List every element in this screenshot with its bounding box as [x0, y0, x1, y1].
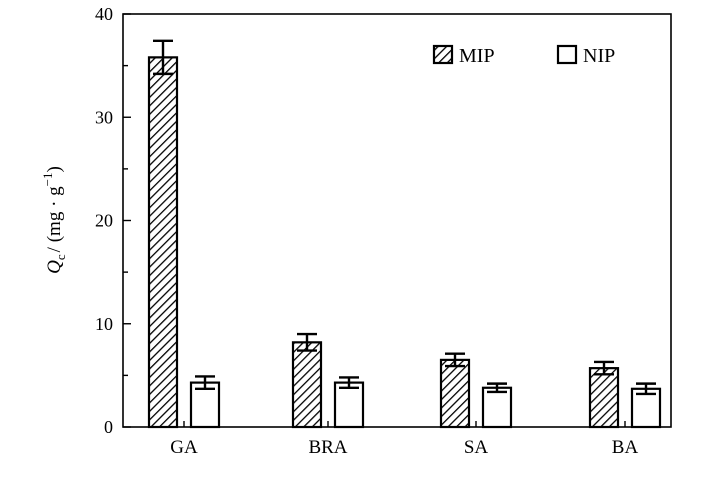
category-label-ba: BA [612, 437, 639, 458]
bar-nip-sa [481, 386, 513, 429]
x-axis-labels: GA BRA SA BA [170, 421, 638, 458]
error-bar-nip-ga [195, 375, 215, 390]
y-axis-label-symbol: Q [44, 260, 65, 274]
bar-mip-ba [588, 367, 620, 429]
y-tick-label: 20 [95, 211, 113, 231]
bar-nip-bra [333, 381, 365, 429]
error-bar-mip-ba [594, 360, 614, 376]
y-axis-label-subscript: c [53, 254, 68, 260]
bar-mip-sa [439, 358, 471, 429]
y-tick-label: 0 [104, 417, 113, 437]
y-tick-label: 30 [95, 107, 113, 127]
bar-mip-bra [291, 341, 323, 429]
y-axis: 0 10 20 30 40 [95, 4, 131, 437]
category-label-ga: GA [170, 437, 198, 458]
legend: MIP NIP [432, 44, 615, 67]
legend-label-nip: NIP [583, 45, 615, 67]
legend-swatch-nip [556, 44, 578, 65]
error-bar-nip-ba [636, 382, 656, 396]
legend-swatch-mip [432, 44, 454, 65]
error-bar-mip-ga [153, 39, 173, 76]
bar-nip-ba [630, 387, 662, 429]
y-axis-label-units: / (mg · g [44, 186, 65, 252]
bar-mip-ga [147, 56, 179, 429]
legend-label-mip: MIP [459, 45, 495, 67]
category-label-bra: BRA [308, 437, 347, 458]
y-axis-label: Qc / (mg · g−1) [40, 166, 68, 274]
y-axis-label-exponent: −1 [40, 173, 55, 187]
error-bar-nip-bra [339, 376, 359, 389]
plot-frame [122, 13, 672, 428]
error-bar-mip-bra [297, 332, 317, 352]
bars [147, 39, 662, 429]
category-label-sa: SA [464, 437, 489, 458]
error-bar-nip-sa [487, 382, 507, 394]
error-bar-mip-sa [445, 352, 465, 368]
bar-nip-ga [189, 381, 221, 429]
y-axis-label-units-end: ) [44, 166, 65, 172]
y-tick-label: 10 [95, 314, 113, 334]
y-tick-label: 40 [95, 4, 113, 24]
